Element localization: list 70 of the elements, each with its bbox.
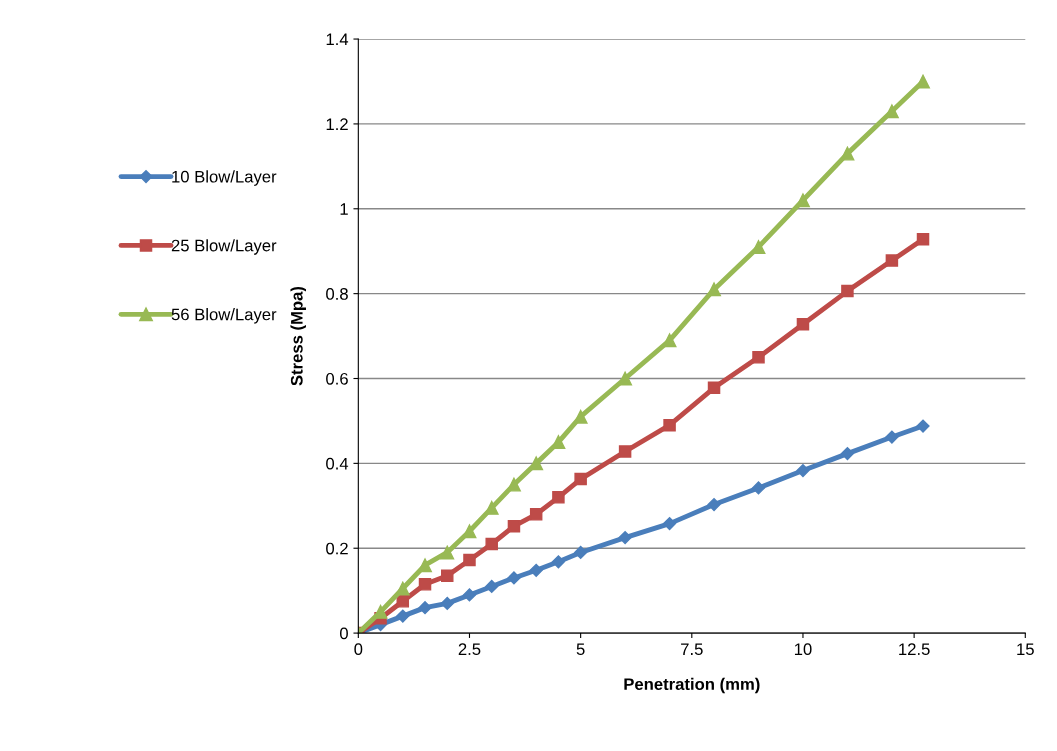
x-tick-label: 7.5 (681, 643, 703, 656)
point (796, 463, 810, 478)
y-tick-label: 0.4 (326, 457, 349, 470)
y-tick-label: 0.6 (326, 372, 348, 385)
point (840, 146, 855, 161)
legend-label: 10 Blow/Layer (172, 170, 277, 186)
point (618, 531, 632, 545)
point (752, 351, 765, 364)
point (396, 595, 410, 608)
x-axis-title: Penetration (mm) (624, 677, 760, 694)
point (551, 435, 566, 450)
point (751, 481, 766, 495)
point (840, 447, 855, 461)
y-tick-label: 0.2 (326, 542, 348, 555)
y-tick-label: 0.8 (326, 288, 348, 300)
point (885, 254, 899, 267)
point (507, 571, 521, 585)
point (796, 193, 810, 208)
point (484, 500, 499, 515)
point (916, 419, 930, 433)
y-axis-title: Stress (Mpa) (290, 286, 306, 386)
point (796, 317, 810, 331)
point (551, 555, 566, 569)
point (396, 609, 410, 623)
point (395, 581, 410, 596)
point (507, 477, 521, 492)
point (462, 588, 477, 602)
point (662, 517, 677, 531)
point (885, 430, 899, 444)
point (485, 537, 498, 551)
point (418, 601, 432, 615)
point (529, 563, 543, 577)
point (440, 596, 454, 610)
x-tick-label: 5 (576, 643, 585, 656)
point (573, 409, 588, 424)
x-tick-label: 10 (794, 643, 812, 656)
point (574, 472, 587, 486)
point (707, 282, 721, 297)
point (618, 445, 632, 458)
point (440, 545, 455, 560)
point (462, 524, 477, 539)
point (662, 333, 677, 348)
point (618, 371, 633, 386)
point (529, 508, 543, 521)
y-tick-label: 1.4 (326, 33, 349, 46)
point (529, 456, 544, 471)
x-tick-label: 2.5 (458, 643, 481, 656)
x-tick-label: 12.5 (899, 643, 930, 656)
point (841, 284, 854, 298)
point (663, 418, 676, 432)
y-tick-label: 1 (340, 203, 348, 215)
point (751, 240, 766, 254)
y-tick-label: 0 (339, 627, 348, 640)
point (485, 579, 499, 594)
point (552, 491, 565, 504)
x-tick-label: 15 (1017, 643, 1034, 656)
point (916, 233, 930, 246)
y-tick-label: 1.2 (326, 118, 348, 130)
point (441, 569, 454, 583)
point (707, 497, 721, 512)
point (507, 519, 521, 533)
point (418, 558, 432, 573)
x-tick-label: 0 (354, 643, 363, 656)
point (418, 578, 432, 591)
point (916, 74, 930, 89)
point (707, 381, 721, 395)
point (574, 545, 588, 560)
point (463, 553, 476, 567)
legend-label: 25 Blow/Layer (171, 239, 277, 255)
legend-label: 56 Blow/Layer (171, 308, 277, 324)
